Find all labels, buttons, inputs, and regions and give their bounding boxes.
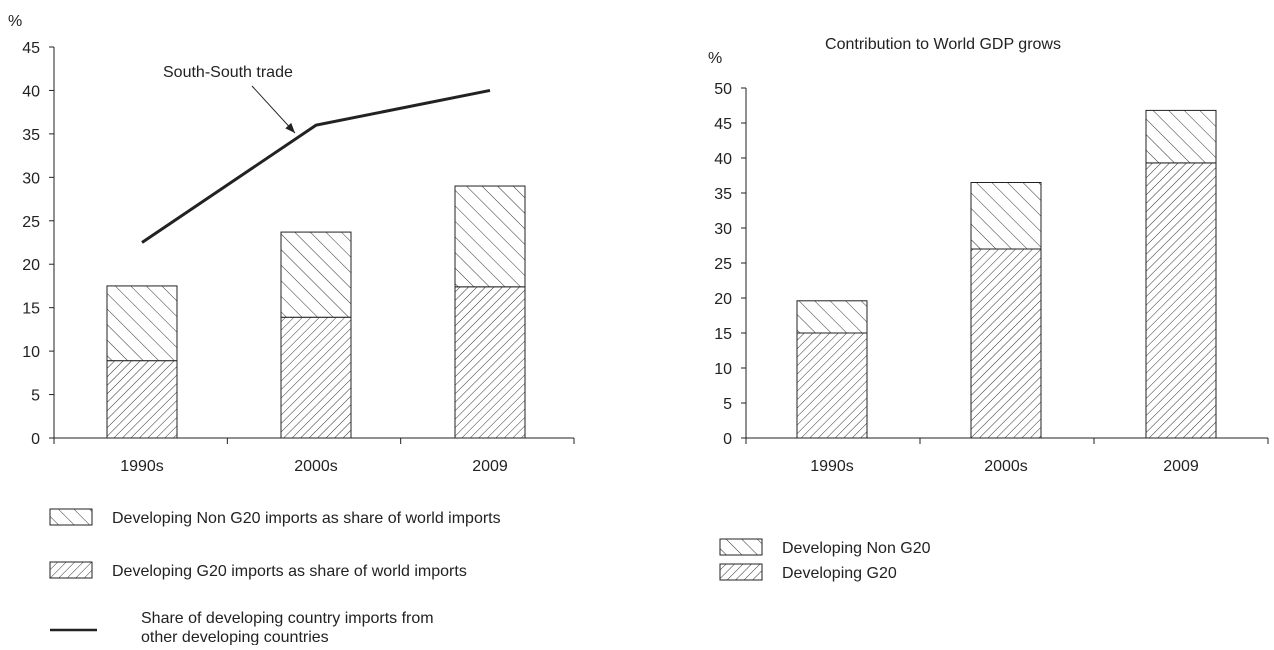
y-tick-label: 35 [22,127,40,144]
legend-swatch [50,562,92,578]
x-tick-label: 2000s [984,458,1028,475]
bar-segment [971,249,1041,438]
annotation-label: South-South trade [163,64,293,81]
x-tick-label: 1990s [810,458,854,475]
y-tick-label: 45 [22,40,40,57]
bar-segment [455,287,525,438]
legend-label: Developing Non G20 [782,540,931,557]
y-tick-label: 5 [31,388,40,405]
bar-segment [1146,163,1216,438]
bar-segment [797,301,867,333]
y-axis-label: % [708,50,722,67]
y-tick-label: 30 [22,170,40,187]
y-tick-label: 5 [723,396,732,413]
bar-segment [455,186,525,287]
y-tick-label: 15 [714,326,732,343]
legend-label: Share of developing country imports from… [141,610,434,645]
chart-title: Contribution to World GDP grows [825,36,1061,53]
bar-segment [107,361,177,438]
legend-label: Developing G20 imports as share of world… [112,563,467,580]
y-tick-label: 40 [714,151,732,168]
y-tick-label: 0 [31,431,40,448]
y-axis-label: % [8,13,22,30]
y-tick-label: 15 [22,301,40,318]
x-tick-label: 2009 [472,458,508,475]
series-line [142,90,490,242]
bar-segment [281,317,351,438]
y-tick-label: 30 [714,221,732,238]
legend-swatch [50,509,92,525]
y-tick-label: 0 [723,431,732,448]
bar-segment [107,286,177,361]
x-tick-label: 1990s [120,458,164,475]
x-tick-label: 2009 [1163,458,1199,475]
y-tick-label: 45 [714,116,732,133]
legend-swatch [720,564,762,580]
y-tick-label: 20 [714,291,732,308]
legend-label: Developing G20 [782,565,897,582]
y-tick-label: 25 [22,214,40,231]
legend-swatch [720,539,762,555]
y-tick-label: 20 [22,257,40,274]
x-tick-label: 2000s [294,458,338,475]
legend-label: Developing Non G20 imports as share of w… [112,510,501,527]
y-tick-label: 40 [22,83,40,100]
y-tick-label: 10 [714,361,732,378]
y-tick-label: 25 [714,256,732,273]
y-tick-label: 35 [714,186,732,203]
y-tick-label: 50 [714,81,732,98]
bar-segment [1146,110,1216,162]
bar-segment [971,183,1041,250]
bar-segment [281,232,351,317]
y-tick-label: 10 [22,344,40,361]
bar-segment [797,333,867,438]
